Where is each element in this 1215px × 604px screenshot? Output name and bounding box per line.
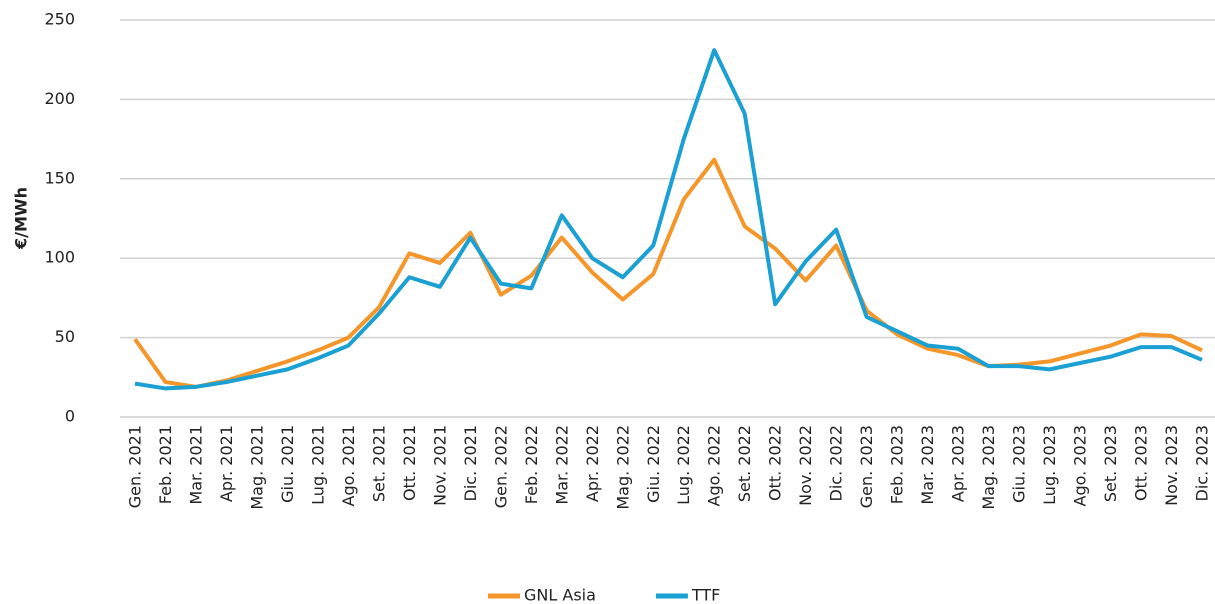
x-tick-label: Nov. 2021 <box>430 425 449 506</box>
y-tick-label: 50 <box>55 327 75 346</box>
legend-label: TTF <box>691 586 720 604</box>
x-tick-label: Apr. 2022 <box>583 425 602 502</box>
y-axis-label: €/MWh <box>12 187 31 250</box>
x-tick-label: Ago. 2023 <box>1071 425 1090 507</box>
x-tick-label: Ott. 2021 <box>400 425 419 501</box>
y-tick-label: 100 <box>44 248 75 267</box>
x-tick-label: Gen. 2023 <box>857 425 876 508</box>
y-tick-label: 150 <box>44 168 75 187</box>
line-series <box>134 48 1203 391</box>
x-tick-label: Lug. 2021 <box>308 425 327 505</box>
x-tick-label: Mag. 2021 <box>247 425 266 510</box>
x-tick-label: Set. 2021 <box>369 425 388 502</box>
x-tick-label: Mag. 2022 <box>613 425 632 510</box>
x-tick-label: Mar. 2021 <box>186 425 205 505</box>
x-tick-label: Gen. 2022 <box>491 425 510 508</box>
y-tick-label: 200 <box>44 89 75 108</box>
x-tick-label: Nov. 2022 <box>796 425 815 506</box>
x-tick-label: Ott. 2023 <box>1132 425 1151 501</box>
x-tick-label: Feb. 2021 <box>156 425 175 504</box>
x-tick-label: Dic. 2022 <box>827 425 846 501</box>
x-tick-label: Gen. 2021 <box>126 425 145 508</box>
legend-label: GNL Asia <box>524 586 596 604</box>
x-tick-label: Nov. 2023 <box>1162 425 1181 506</box>
x-tick-label: Mar. 2023 <box>918 425 937 505</box>
x-tick-label: Feb. 2023 <box>888 425 907 504</box>
x-tick-label: Feb. 2022 <box>522 425 541 504</box>
x-tick-label: Dic. 2023 <box>1193 425 1212 501</box>
x-tick-label: Apr. 2021 <box>217 425 236 502</box>
y-tick-label: 0 <box>65 407 75 426</box>
x-tick-label: Mar. 2022 <box>552 425 571 505</box>
x-tick-label: Ago. 2021 <box>339 425 358 507</box>
x-tick-label: Set. 2023 <box>1101 425 1120 502</box>
y-tick-label: 250 <box>44 10 75 29</box>
x-tick-label: Mag. 2023 <box>979 425 998 510</box>
x-tick-label: Ago. 2022 <box>705 425 724 507</box>
x-tick-label: Set. 2022 <box>735 425 754 502</box>
x-tick-label: Giu. 2022 <box>644 425 663 503</box>
x-tick-label: Lug. 2023 <box>1040 425 1059 505</box>
x-tick-label: Ott. 2022 <box>766 425 785 501</box>
line-series <box>133 157 1203 389</box>
x-tick-label: Giu. 2021 <box>278 425 297 503</box>
x-tick-label: Dic. 2021 <box>461 425 480 501</box>
x-tick-label: Giu. 2023 <box>1010 425 1029 503</box>
x-tick-label: Lug. 2022 <box>674 425 693 505</box>
x-tick-label: Apr. 2023 <box>949 425 968 502</box>
